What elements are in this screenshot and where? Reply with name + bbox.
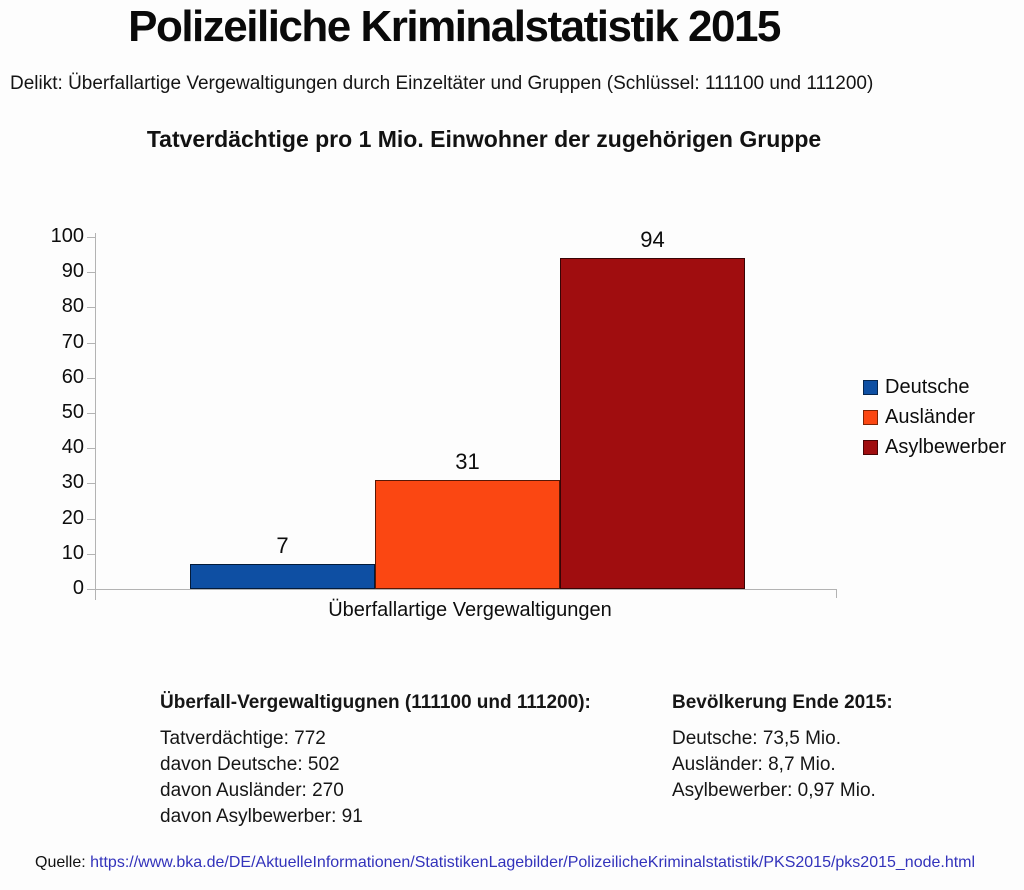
y-tick-label: 100 [50,225,84,247]
bar-value-label: 31 [455,448,480,474]
y-tick-label: 0 [72,577,84,599]
y-tick-mark [87,518,95,520]
footnote-right: Bevölkerung Ende 2015: Deutsche: 73,5 Mi… [672,690,1002,804]
bar-deutsche [190,564,375,589]
y-tick-label: 30 [61,471,84,494]
x-axis-end-tick [836,589,837,598]
footnote-right-lines: Deutsche: 73,5 Mio. Ausländer: 8,7 Mio. As… [672,726,1002,804]
legend-label: Asylbewerber [885,435,1007,458]
y-tick-label: 60 [61,365,84,388]
legend-swatch-icon [863,379,878,395]
y-tick-label: 70 [61,330,84,353]
y-tick-label: 10 [61,541,84,564]
footnote-left: Überfall-Vergewaltigugnen (111100 und 11… [160,690,640,830]
footnote-line: davon Ausländer: 270 [160,780,344,801]
y-tick-mark [87,307,95,309]
y-tick-mark [87,483,95,485]
legend-swatch-icon [863,409,878,425]
legend-label: Deutsche [885,375,970,398]
y-tick-label: 20 [61,506,84,529]
x-axis-line [95,589,837,590]
subtitle: Delikt: Überfallartige Vergewaltigungen … [10,73,874,94]
bar-ausländer [375,479,560,589]
y-tick-mark [87,237,95,238]
bar-value-label: 94 [640,227,665,253]
y-tick-mark [87,377,95,379]
bar-value-label: 7 [276,533,289,559]
y-tick-label: 40 [61,436,84,459]
footnote-line: Ausländer: 8,7 Mio. [672,754,836,775]
footnote-right-heading: Bevölkerung Ende 2015: [672,692,893,713]
y-tick-label: 80 [61,295,84,318]
y-tick-mark [87,272,95,274]
y-tick-label: 50 [61,401,84,423]
legend-item-deutsche: Deutsche [863,375,970,398]
footnote-line: Asylbewerber: 0,97 Mio. [672,780,876,801]
footnote-left-heading: Überfall-Vergewaltigugnen (111100 und 11… [160,692,591,713]
y-axis-line [95,233,96,600]
legend-item-asylbewerber: Asylbewerber [863,435,1007,458]
page-title: Polizeiliche Kriminalstatistik 2015 [128,2,781,51]
bar-asylbewerber [560,258,745,589]
source-line: Quelle: https://www.bka.de/DE/AktuelleIn… [35,854,1015,872]
footnote-line: Deutsche: 73,5 Mio. [672,728,841,749]
footnote-left-lines: Tatverdächtige: 772 davon Deutsche: 502 da… [160,726,640,830]
y-tick-mark [87,413,95,414]
legend-item-ausländer: Ausländer [863,405,976,428]
y-tick-mark [87,589,95,590]
legend-swatch-icon [863,439,878,455]
y-tick-mark [87,448,95,450]
y-tick-label: 90 [61,260,84,283]
source-label: Quelle: [35,854,91,871]
footnote-line: Tatverdächtige: 772 [160,728,326,749]
y-tick-mark [87,342,95,344]
footnote-line: davon Deutsche: 502 [160,754,340,775]
source-link[interactable]: https://www.bka.de/DE/AktuelleInformatio… [90,854,976,871]
y-tick-mark [87,553,95,555]
x-axis-label: Überfallartige Vergewaltigungen [328,599,612,621]
legend-label: Ausländer [885,405,976,428]
chart-title: Tatverdächtige pro 1 Mio. Einwohner der … [146,126,822,152]
footnote-line: davon Asylbewerber: 91 [160,806,363,827]
